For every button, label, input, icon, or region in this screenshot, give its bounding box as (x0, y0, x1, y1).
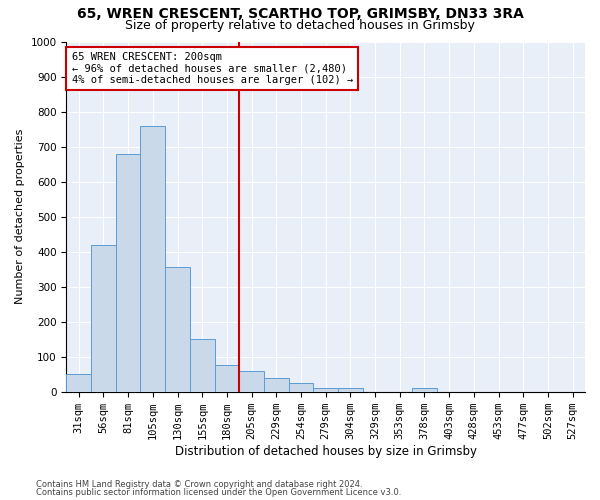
Text: 65 WREN CRESCENT: 200sqm
← 96% of detached houses are smaller (2,480)
4% of semi: 65 WREN CRESCENT: 200sqm ← 96% of detach… (71, 52, 353, 85)
Bar (116, 154, 140, 392)
Bar (91, 244, 116, 392)
Bar (338, 388, 363, 392)
Bar (313, 388, 338, 392)
Text: 65, WREN CRESCENT, SCARTHO TOP, GRIMSBY, DN33 3RA: 65, WREN CRESCENT, SCARTHO TOP, GRIMSBY,… (77, 8, 523, 22)
Text: Size of property relative to detached houses in Grimsby: Size of property relative to detached ho… (125, 19, 475, 32)
Bar (264, 378, 289, 392)
Bar (412, 388, 437, 392)
Text: Contains HM Land Registry data © Crown copyright and database right 2024.: Contains HM Land Registry data © Crown c… (36, 480, 362, 489)
Bar (165, 268, 190, 392)
Text: Contains public sector information licensed under the Open Government Licence v3: Contains public sector information licen… (36, 488, 401, 497)
Bar (215, 366, 239, 392)
X-axis label: Distribution of detached houses by size in Grimsby: Distribution of detached houses by size … (175, 444, 477, 458)
Bar (140, 126, 165, 392)
Bar (190, 339, 215, 392)
Bar (67, 374, 91, 392)
Bar (239, 370, 264, 392)
Y-axis label: Number of detached properties: Number of detached properties (15, 129, 25, 304)
Bar (289, 383, 313, 392)
